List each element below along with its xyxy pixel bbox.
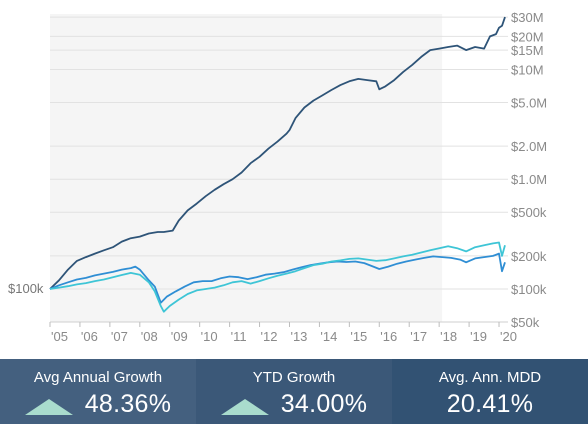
y-tick-label: $100k [511, 282, 547, 297]
x-tick-label: '18 [440, 329, 457, 344]
x-tick-label: '13 [290, 329, 307, 344]
y-tick-label: $5.0M [511, 95, 547, 110]
x-tick-label: '19 [470, 329, 487, 344]
x-tick-label: '10 [201, 329, 218, 344]
x-tick-label: '17 [410, 329, 427, 344]
x-axis: '05 '06 '07 '08 '09 '10 '11 '12 '13 '14 '15 '16 '17 '… [49, 321, 517, 344]
up-triangle-icon [24, 398, 73, 415]
y-axis: $30M $20M$15M $10M $5.0M $2.0M $1.0M $500k $200… [511, 10, 547, 330]
stat-avg-annual-growth: Avg Annual Growth 48.36% [0, 359, 196, 424]
y-tick-label: $200k [511, 249, 547, 264]
series-line-3 [49, 241, 506, 313]
x-tick-label: '11 [231, 329, 247, 344]
x-tick-label: '06 [81, 329, 98, 344]
y-tick-label: $15M [511, 43, 544, 58]
series-line-2 [49, 252, 506, 304]
stats-bar: Avg Annual Growth 48.36% YTD Growth 34.0… [0, 359, 588, 424]
y-tick-label: $20M [511, 29, 544, 44]
stat-title: Avg Annual Growth [33, 369, 163, 386]
x-tick-label: '16 [380, 329, 397, 344]
stat-ytd-growth: YTD Growth 34.00% [196, 359, 392, 424]
series-line-1 [49, 16, 506, 290]
stat-value: 48.36% [84, 390, 172, 418]
stat-avg-ann-mdd: Avg. Ann. MDD 20.41% [392, 359, 588, 424]
up-triangle-icon [220, 398, 269, 415]
y-tick-label: $1.0M [511, 172, 547, 187]
stat-title: YTD Growth [252, 369, 336, 386]
x-tick-label: '12 [261, 329, 278, 344]
x-tick-label: '08 [141, 329, 158, 344]
y-tick-label: $10M [511, 62, 544, 77]
series-lines [49, 16, 506, 313]
y-tick-label: $500k [511, 205, 547, 220]
y-tick-label: $30M [511, 10, 544, 25]
x-tick-label: '09 [171, 329, 188, 344]
x-tick-label: '14 [320, 329, 337, 344]
y-tick-label: $50k [511, 315, 540, 330]
stat-value: 34.00% [280, 390, 368, 418]
y-tick-label: $2.0M [511, 139, 547, 154]
stat-value: 20.41% [446, 390, 534, 418]
start-value-label: $100k [8, 281, 44, 296]
x-tick-label: '05 [51, 329, 68, 344]
growth-chart: '05 '06 '07 '08 '09 '10 '11 '12 '13 '14 '15 '16 '17 '… [8, 10, 547, 344]
x-tick-label: '20 [500, 329, 517, 344]
x-tick-label: '15 [350, 329, 367, 344]
x-tick-label: '07 [111, 329, 128, 344]
stat-title: Avg. Ann. MDD [438, 369, 542, 386]
